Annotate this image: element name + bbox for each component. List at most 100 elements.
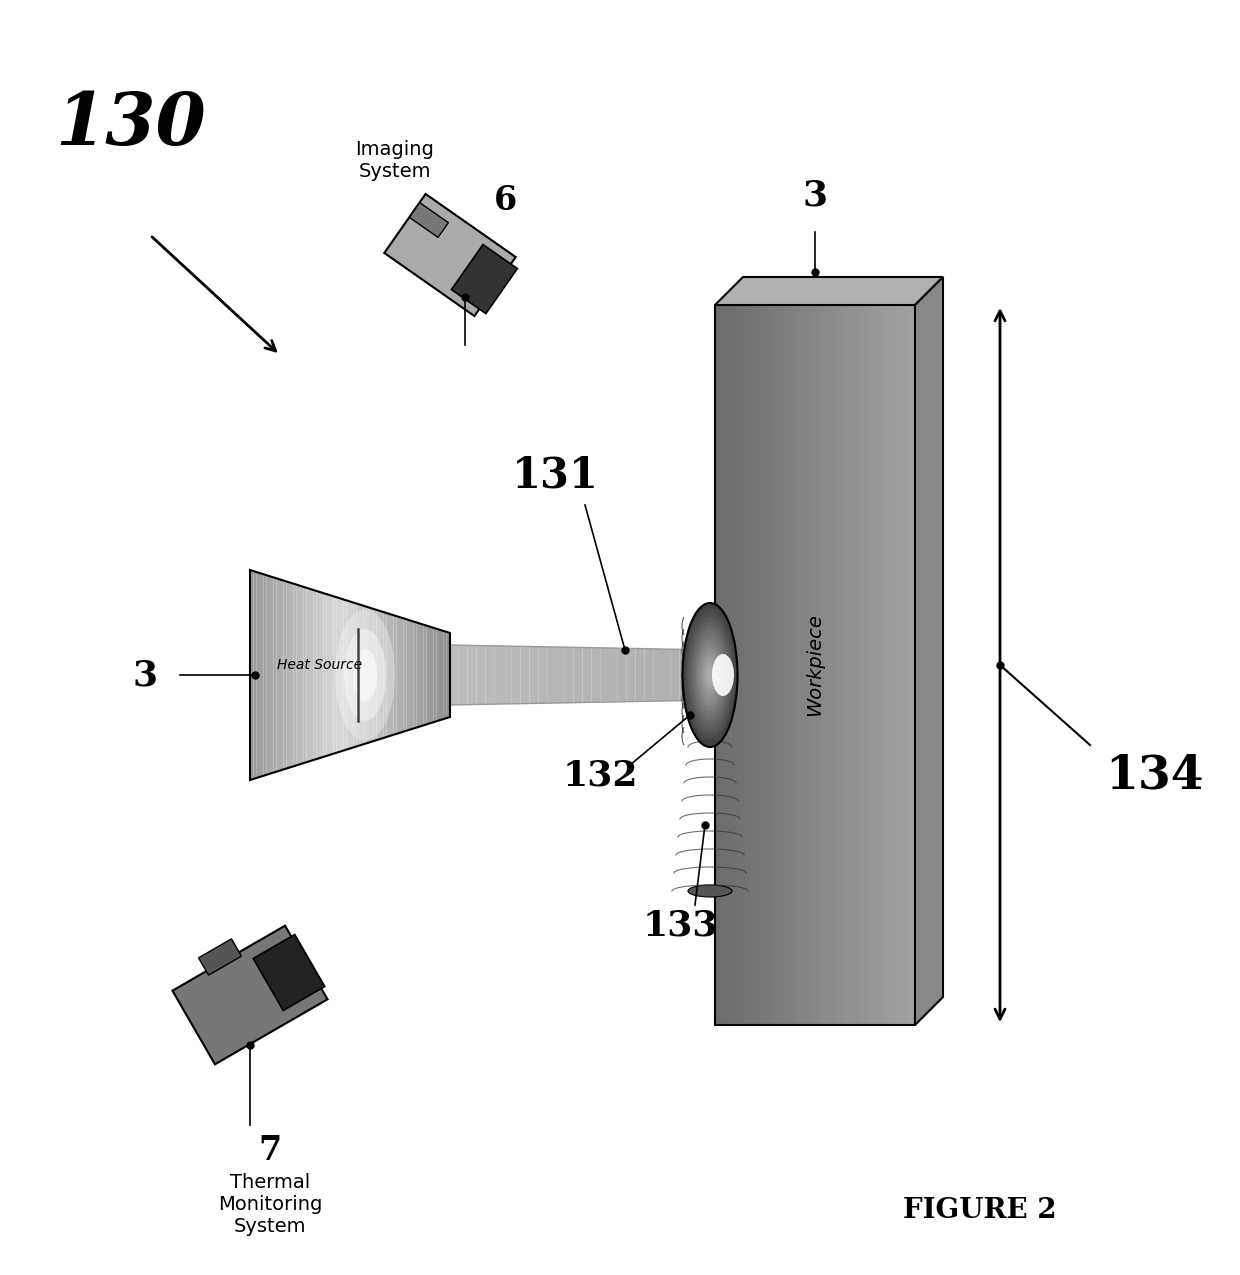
Polygon shape xyxy=(556,646,565,703)
Polygon shape xyxy=(427,626,430,724)
Text: Workpiece: Workpiece xyxy=(806,613,825,717)
Bar xyxy=(880,305,887,1025)
Bar xyxy=(760,305,766,1025)
Bar xyxy=(715,305,915,1025)
Polygon shape xyxy=(343,599,347,751)
Bar xyxy=(844,305,851,1025)
Bar xyxy=(790,305,796,1025)
Polygon shape xyxy=(350,602,353,748)
Polygon shape xyxy=(324,593,326,757)
Bar xyxy=(735,305,742,1025)
Bar xyxy=(725,305,732,1025)
Polygon shape xyxy=(485,645,495,704)
Polygon shape xyxy=(430,627,433,723)
Polygon shape xyxy=(538,646,547,704)
Polygon shape xyxy=(273,578,277,773)
Polygon shape xyxy=(326,594,330,756)
Bar xyxy=(900,305,906,1025)
Ellipse shape xyxy=(707,666,713,683)
Bar xyxy=(815,305,821,1025)
Polygon shape xyxy=(645,649,653,701)
Polygon shape xyxy=(257,572,260,778)
Polygon shape xyxy=(360,604,363,746)
Polygon shape xyxy=(662,649,671,701)
Text: 3: 3 xyxy=(133,658,157,692)
Ellipse shape xyxy=(696,639,724,711)
Polygon shape xyxy=(609,648,618,703)
Text: 133: 133 xyxy=(642,908,718,942)
Polygon shape xyxy=(503,646,512,704)
Text: Imaging
System: Imaging System xyxy=(356,139,434,181)
Polygon shape xyxy=(384,194,516,316)
Polygon shape xyxy=(373,609,377,741)
Text: 131: 131 xyxy=(512,454,599,496)
Polygon shape xyxy=(565,648,574,703)
Ellipse shape xyxy=(702,653,719,697)
Polygon shape xyxy=(635,649,645,701)
Polygon shape xyxy=(172,926,327,1065)
Polygon shape xyxy=(715,277,942,305)
Polygon shape xyxy=(283,580,286,770)
Bar xyxy=(770,305,776,1025)
Polygon shape xyxy=(467,645,476,705)
Ellipse shape xyxy=(353,649,377,701)
Polygon shape xyxy=(253,935,325,1011)
Bar xyxy=(835,305,841,1025)
Polygon shape xyxy=(401,617,403,733)
Ellipse shape xyxy=(689,621,730,729)
Polygon shape xyxy=(334,597,337,754)
Bar xyxy=(810,305,816,1025)
Polygon shape xyxy=(688,649,697,700)
Polygon shape xyxy=(277,579,280,771)
Bar xyxy=(825,305,831,1025)
Polygon shape xyxy=(314,590,316,760)
Polygon shape xyxy=(600,648,609,703)
Polygon shape xyxy=(391,615,393,736)
Bar xyxy=(785,305,791,1025)
Polygon shape xyxy=(300,585,304,764)
Bar xyxy=(895,305,901,1025)
Polygon shape xyxy=(316,592,320,759)
Bar xyxy=(885,305,892,1025)
Polygon shape xyxy=(387,613,391,737)
Bar xyxy=(765,305,771,1025)
Polygon shape xyxy=(409,203,449,237)
Polygon shape xyxy=(367,607,370,743)
Polygon shape xyxy=(413,621,417,728)
Polygon shape xyxy=(591,648,600,703)
Bar xyxy=(910,305,916,1025)
Polygon shape xyxy=(529,646,538,704)
Polygon shape xyxy=(444,631,446,719)
Ellipse shape xyxy=(688,617,733,733)
Bar xyxy=(720,305,725,1025)
Polygon shape xyxy=(915,277,942,1025)
Bar xyxy=(745,305,751,1025)
Polygon shape xyxy=(363,606,367,745)
Ellipse shape xyxy=(704,662,715,688)
Polygon shape xyxy=(253,571,257,779)
Bar xyxy=(800,305,806,1025)
Bar xyxy=(905,305,911,1025)
Polygon shape xyxy=(450,645,459,705)
Bar xyxy=(730,305,737,1025)
Bar xyxy=(795,305,801,1025)
Polygon shape xyxy=(436,629,440,722)
Polygon shape xyxy=(250,570,253,780)
Polygon shape xyxy=(306,588,310,762)
Bar xyxy=(780,305,786,1025)
Polygon shape xyxy=(294,584,296,766)
Polygon shape xyxy=(263,574,267,775)
Polygon shape xyxy=(370,608,373,742)
Text: 3: 3 xyxy=(802,179,827,212)
Ellipse shape xyxy=(694,635,725,715)
Bar xyxy=(890,305,897,1025)
Polygon shape xyxy=(379,611,383,740)
Ellipse shape xyxy=(703,657,717,694)
Polygon shape xyxy=(397,616,401,734)
Polygon shape xyxy=(420,623,423,727)
Text: 132: 132 xyxy=(562,759,637,792)
Polygon shape xyxy=(353,603,357,747)
Ellipse shape xyxy=(335,609,396,741)
Polygon shape xyxy=(260,574,263,776)
Polygon shape xyxy=(495,646,503,704)
